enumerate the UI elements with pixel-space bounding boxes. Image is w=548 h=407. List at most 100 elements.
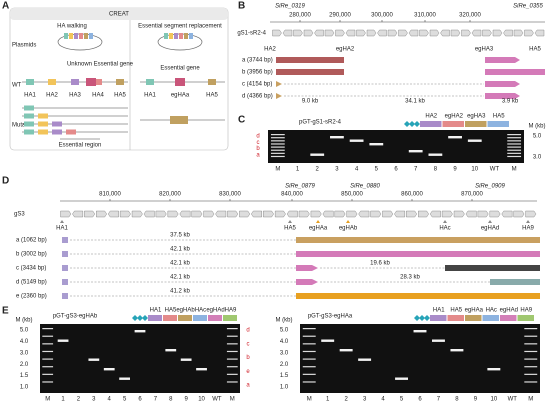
shape [24,129,34,135]
shape [316,220,320,223]
marker-size: 1.5 [20,373,29,379]
marker-size: 2.0 [280,362,289,368]
lane-label: 2 [344,397,348,403]
band-label: d [246,328,249,334]
gene-arrow [453,210,465,218]
distance-label: 42.1 kb [170,261,190,267]
segment-name: gS1-sR2-4 [237,31,266,37]
lane-label: 6 [138,397,142,403]
ladder-band [302,366,316,368]
shape [64,33,68,39]
plasmid-name: pGT-gS3-egHAa [308,314,353,320]
gene-arrow [215,210,227,218]
band-label: e [246,369,250,375]
shape [62,293,68,299]
gene-arrow [131,210,143,218]
coordinate-tick: 320,000 [459,13,481,19]
gene-arrow [60,210,72,218]
construct-label: egHAd [206,308,224,314]
construct-label: HA5 [165,308,177,314]
lane-label: 1 [326,397,330,403]
shape [38,113,48,119]
shape [409,121,415,127]
shape [89,33,93,39]
shape [137,315,143,321]
gene-arrow [408,29,419,37]
band-label: b [246,355,250,361]
ha-label: HA5 [206,93,218,99]
shape [164,33,168,39]
amplicon-label: a (1062 bp) [16,238,47,244]
gene-arrow [465,210,477,218]
band [487,368,501,371]
band [339,349,353,352]
shape [179,33,183,39]
gene-arrow [203,210,215,218]
ladder-band [42,335,54,337]
annotation: Essential gene [160,66,200,72]
ladder-band [226,373,238,375]
construct-label: HAc [195,308,206,314]
lane-label: 7 [437,397,441,403]
shape [69,33,73,39]
lane-label: M [512,167,517,173]
plasmid-name: pGT-gS1-sR2-4 [299,120,342,126]
row-label: Plasmids [12,43,36,49]
ladder-band [507,140,522,142]
ladder-band [524,373,538,375]
gene-arrow [398,29,408,37]
ladder-band [524,366,538,368]
ladder-band [507,137,522,139]
gene-arrow [525,210,537,218]
construct-block [500,315,517,321]
shape [24,121,34,127]
ha-label: egHA3 [475,47,494,53]
shape [38,129,48,135]
gene-arrow [272,29,282,37]
construct-block [442,121,464,127]
lane-label: 10 [471,167,478,173]
ladder-band [270,137,285,139]
gene-arrow [167,210,179,218]
gene-name: SiRe_0879 [285,184,315,190]
gene-arrow [513,29,524,37]
ha-label: HA2 [264,47,276,53]
ha-label: HA9 [522,226,534,232]
marker-size: 4.0 [20,339,29,345]
band-label: c [247,341,250,347]
ladder-band [270,146,285,148]
band [428,153,443,156]
coordinate-tick: 300,000 [371,13,393,19]
shape [48,79,56,85]
marker-size: 1.5 [280,373,289,379]
ha-label: HA4 [92,93,104,99]
shape [419,315,425,321]
shape [404,121,410,127]
gene-arrow [72,210,84,218]
construct-block [447,315,464,321]
band [134,330,146,333]
construct-label: HA5 [450,308,462,314]
band [88,358,100,361]
lane-label: 7 [414,167,418,173]
band [180,358,192,361]
lane-label: M [230,397,235,403]
gene-name: SiRe_0880 [350,184,380,190]
annotation: Essential region [59,143,102,149]
gel [40,324,240,393]
ladder-band [226,381,238,383]
construct-label: HA9 [225,308,237,314]
ladder-band [507,149,522,151]
construct-block [420,121,442,127]
shape [132,315,138,321]
marker-size: 3.0 [280,350,289,356]
ha-label: HA3 [69,93,81,99]
lane-label: 4 [355,167,359,173]
shape [288,220,292,223]
shape [485,81,520,87]
construct-label: egHAb [176,308,195,314]
band-label: a [256,153,260,159]
shape [84,33,88,39]
distance-label: 19.6 kb [370,261,390,267]
band [450,349,464,352]
